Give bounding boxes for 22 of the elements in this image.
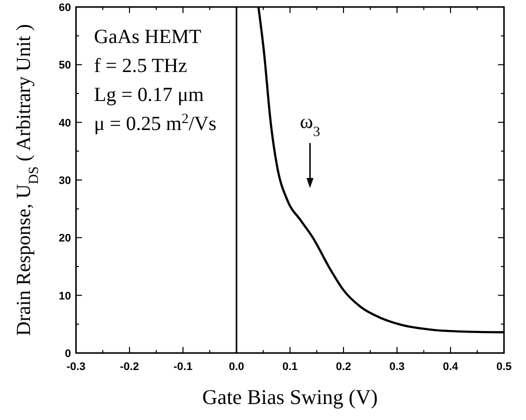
annotation: μ = 0.25 m$^{2}$/Vs: [94, 112, 217, 135]
y-tick-label: 40: [58, 117, 71, 130]
x-tick-label: -0.3: [66, 361, 86, 373]
x-tick-label: 0.1: [282, 361, 298, 373]
annotation: ω$_{3}$: [300, 111, 320, 140]
y-tick-label: 30: [58, 175, 71, 187]
annotation: GaAs HEMT: [94, 26, 202, 48]
annotation: Lg = 0.17 μm: [94, 84, 204, 106]
x-tick-label: 0.2: [336, 361, 352, 373]
x-tick-label: 0.5: [496, 361, 512, 373]
y-tick-label: 10: [58, 290, 71, 302]
annotation: f = 2.5 THz: [94, 55, 188, 77]
y-tick-label: 20: [58, 232, 71, 245]
x-tick-label: -0.1: [174, 361, 192, 373]
y-tick-label: 60: [58, 2, 71, 14]
x-tick-label: 0.4: [442, 361, 460, 373]
y-tick-label: 0: [64, 348, 71, 360]
x-tick-label: -0.2: [120, 361, 139, 373]
x-tick-label: 0.0: [228, 361, 244, 373]
x-axis-title: Gate Bias Swing (V): [202, 385, 378, 409]
y-tick-label: 50: [58, 60, 71, 72]
x-tick-label: 0.3: [389, 361, 405, 373]
